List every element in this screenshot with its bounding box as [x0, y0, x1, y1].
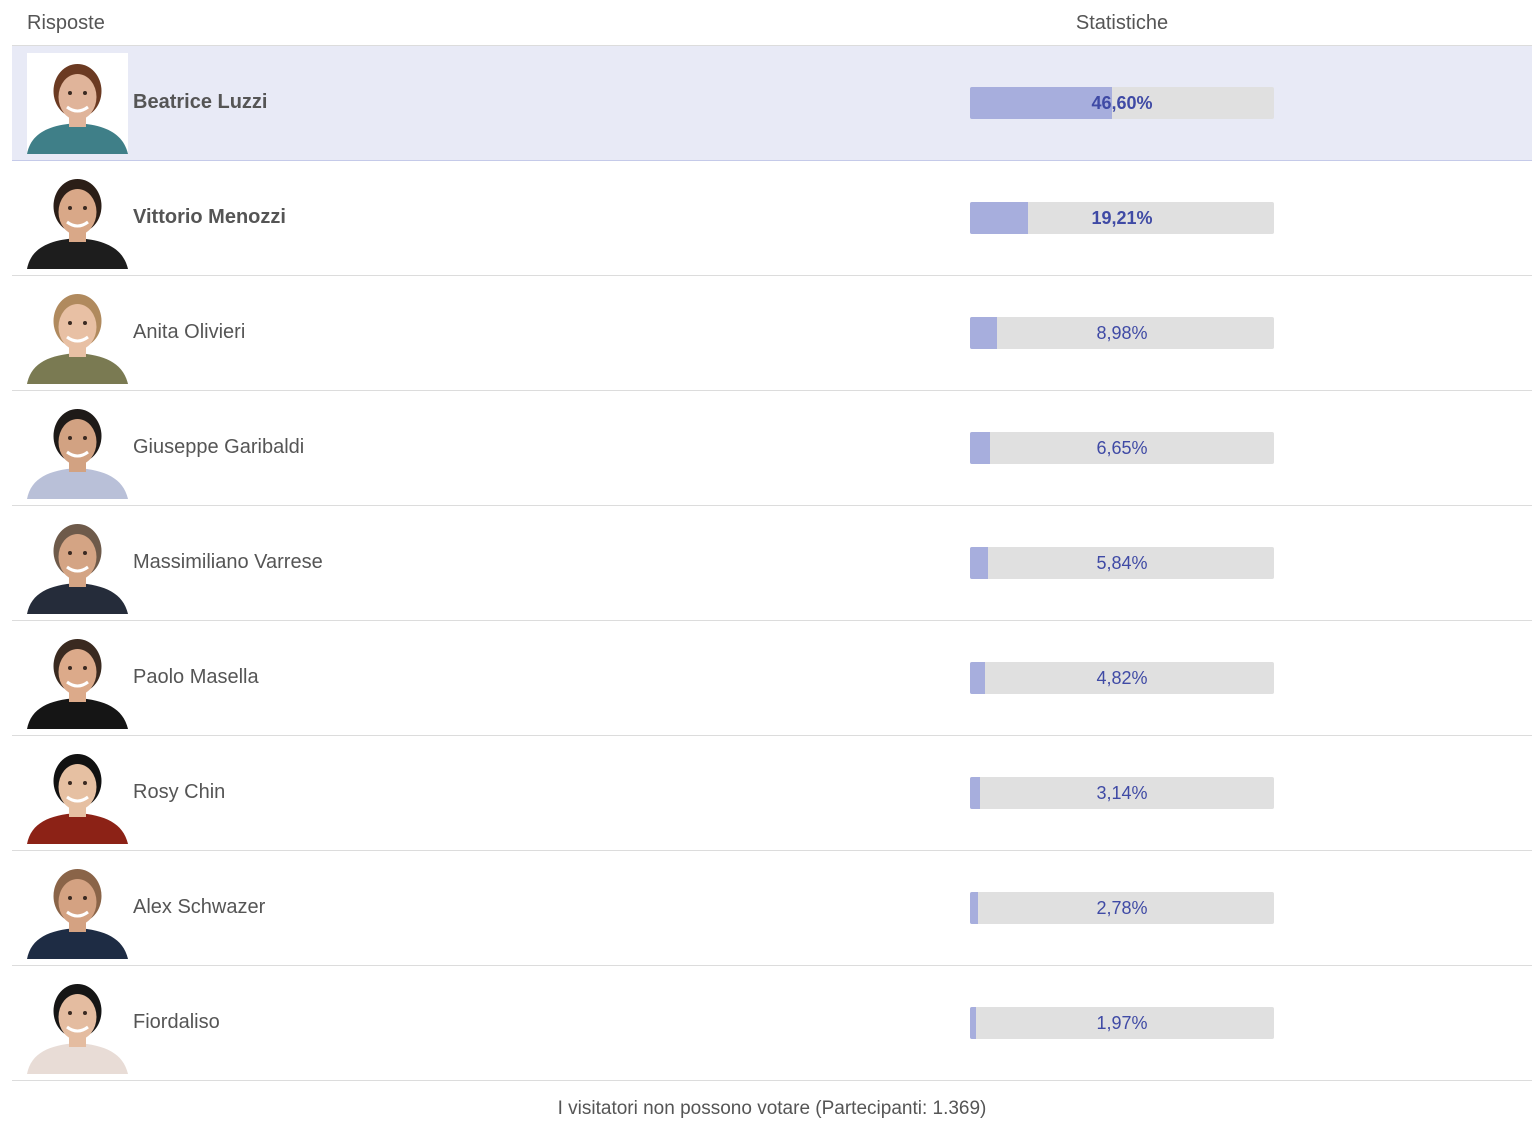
percentage-bar: 5,84%: [970, 547, 1274, 579]
percentage-bar-fill: [970, 87, 1112, 119]
percentage-bar: 3,14%: [970, 777, 1274, 809]
percentage-label: 6,65%: [1096, 438, 1148, 458]
candidate-name: Alex Schwazer: [133, 896, 266, 918]
percentage-bar: 46,60%: [970, 87, 1274, 119]
candidate-name: Vittorio Menozzi: [133, 206, 286, 228]
percentage-bar: 6,65%: [970, 432, 1274, 464]
person-photo-icon: [27, 398, 128, 499]
person-photo-icon: [27, 283, 128, 384]
poll-answer-row: Massimiliano Varrese 5,84%: [12, 506, 1532, 621]
percentage-bar-fill: [970, 662, 985, 694]
percentage-bar: 4,82%: [970, 662, 1274, 694]
percentage-label: 46,60%: [1091, 93, 1153, 113]
poll-answer-row: Beatrice Luzzi 46,60%: [12, 46, 1532, 161]
person-photo-icon: [27, 513, 128, 614]
percentage-bar-fill: [970, 432, 991, 464]
percentage-bar-fill: [970, 547, 988, 579]
percentage-label: 1,97%: [1096, 1013, 1148, 1033]
poll-header: Risposte Statistiche: [12, 0, 1532, 46]
percentage-label: 19,21%: [1091, 208, 1153, 228]
person-photo-icon: [27, 973, 128, 1074]
poll-answer-row: Fiordaliso 1,97%: [12, 966, 1532, 1081]
percentage-bar: 2,78%: [970, 892, 1274, 924]
poll-answer-row: Anita Olivieri 8,98%: [12, 276, 1532, 391]
poll-answer-row: Vittorio Menozzi 19,21%: [12, 161, 1532, 276]
poll-answer-row: Alex Schwazer 2,78%: [12, 851, 1532, 966]
percentage-bar-fill: [970, 1007, 976, 1039]
poll-answer-row: Paolo Masella 4,82%: [12, 621, 1532, 736]
percentage-bar: 1,97%: [970, 1007, 1274, 1039]
poll-rows: Beatrice Luzzi 46,60% Vittorio Menozzi 19,2…: [12, 46, 1532, 1081]
candidate-name: Giuseppe Garibaldi: [133, 436, 305, 458]
percentage-bar-fill: [970, 892, 979, 924]
percentage-label: 8,98%: [1096, 323, 1148, 343]
person-photo-icon: [27, 628, 128, 729]
poll-answer-row: Rosy Chin 3,14%: [12, 736, 1532, 851]
poll-answer-row: Giuseppe Garibaldi 6,65%: [12, 391, 1532, 506]
percentage-bar: 8,98%: [970, 317, 1274, 349]
person-photo-icon: [27, 743, 128, 844]
answers-column-label: Risposte: [27, 12, 105, 34]
percentage-label: 2,78%: [1096, 898, 1148, 918]
percentage-bar-fill: [970, 777, 980, 809]
percentage-bar: 19,21%: [970, 202, 1274, 234]
candidate-name: Anita Olivieri: [133, 321, 246, 343]
candidate-name: Rosy Chin: [133, 781, 226, 803]
stats-column-label: Statistiche: [1075, 12, 1169, 34]
person-photo-icon: [27, 858, 128, 959]
candidate-name: Fiordaliso: [133, 1011, 220, 1033]
percentage-label: 5,84%: [1096, 553, 1148, 573]
percentage-label: 4,82%: [1096, 668, 1148, 688]
candidate-name: Massimiliano Varrese: [133, 551, 323, 573]
percentage-bar-fill: [970, 202, 1029, 234]
poll-results: Risposte Statistiche Beatrice Luzzi 46,60…: [12, 0, 1532, 1137]
poll-footer: I visitatori non possono votare (Parteci…: [557, 1098, 987, 1119]
person-photo-icon: [27, 168, 128, 269]
percentage-bar-fill: [970, 317, 998, 349]
candidate-name: Beatrice Luzzi: [133, 91, 268, 113]
person-photo-icon: [27, 53, 128, 154]
candidate-name: Paolo Masella: [133, 666, 259, 688]
percentage-label: 3,14%: [1096, 783, 1148, 803]
